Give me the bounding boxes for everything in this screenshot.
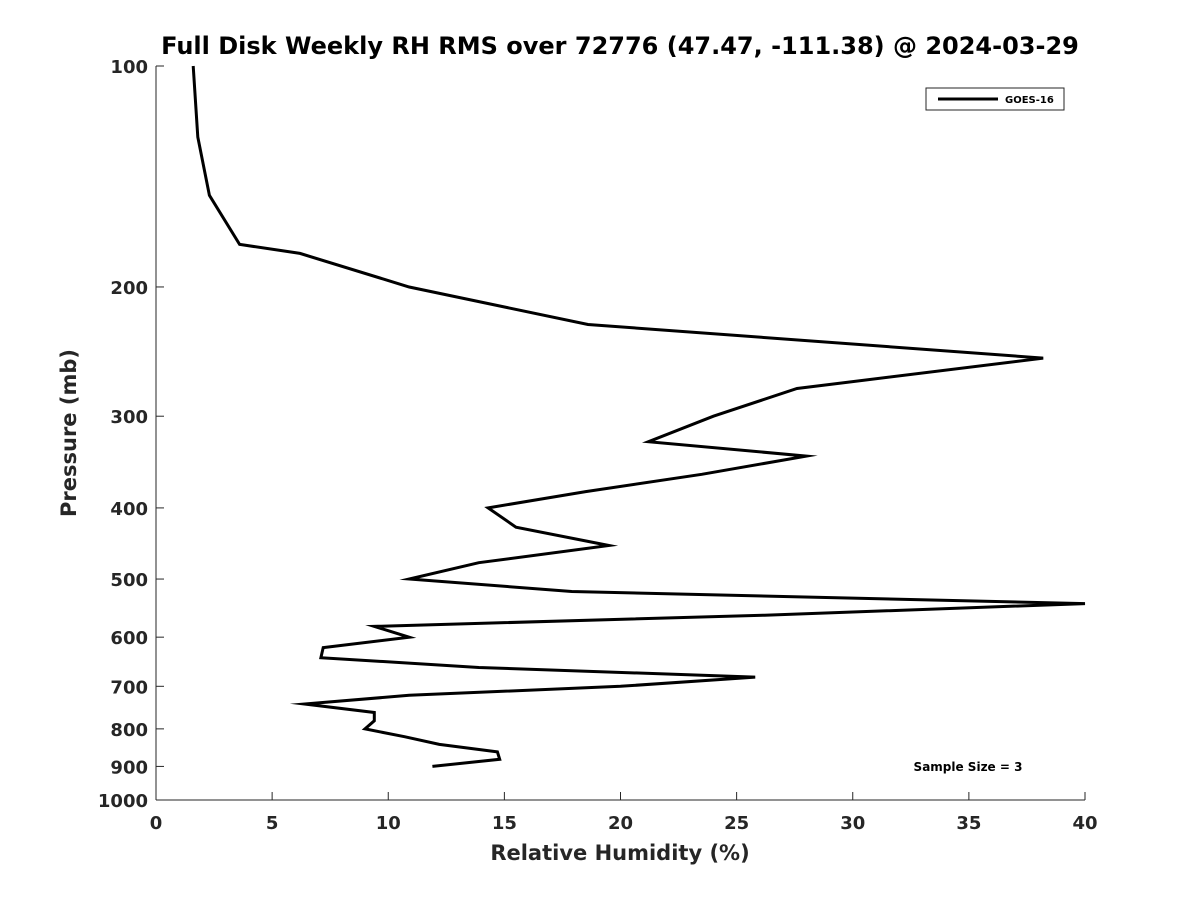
x-tick-label: 40 — [1072, 813, 1097, 834]
y-tick-label: 400 — [110, 499, 148, 520]
sample-size-annotation: Sample Size = 3 — [914, 760, 1023, 774]
x-tick-label: 30 — [840, 813, 865, 834]
legend-label: GOES-16 — [1005, 95, 1054, 106]
x-tick-label: 15 — [492, 813, 517, 834]
x-axis-ticks: 0 5 10 15 20 25 30 35 40 — [150, 792, 1098, 834]
x-axis-label: Relative Humidity (%) — [490, 841, 749, 865]
plot-area — [155, 66, 1085, 801]
chart-title: Full Disk Weekly RH RMS over 72776 (47.4… — [161, 32, 1079, 60]
y-tick-label: 600 — [110, 628, 148, 649]
y-axis-label: Pressure (mb) — [57, 349, 81, 517]
y-axis-ticks: 100 200 300 400 500 600 700 800 900 1000 — [98, 57, 164, 812]
series-group — [191, 65, 1086, 768]
legend: GOES-16 — [925, 87, 1065, 111]
y-tick-label: 200 — [110, 278, 148, 299]
y-tick-label: 800 — [110, 720, 148, 741]
y-tick-label: 500 — [110, 570, 148, 591]
x-tick-label: 25 — [724, 813, 749, 834]
y-tick-label: 1000 — [98, 791, 148, 812]
y-tick-label: 300 — [110, 407, 148, 428]
y-tick-label: 700 — [110, 677, 148, 698]
x-tick-label: 35 — [956, 813, 981, 834]
x-tick-label: 10 — [376, 813, 401, 834]
series-line — [191, 65, 1086, 768]
x-tick-label: 0 — [150, 813, 163, 834]
y-tick-label: 100 — [110, 57, 148, 78]
y-tick-label: 900 — [110, 757, 148, 778]
x-tick-label: 20 — [608, 813, 633, 834]
x-tick-label: 5 — [266, 813, 279, 834]
